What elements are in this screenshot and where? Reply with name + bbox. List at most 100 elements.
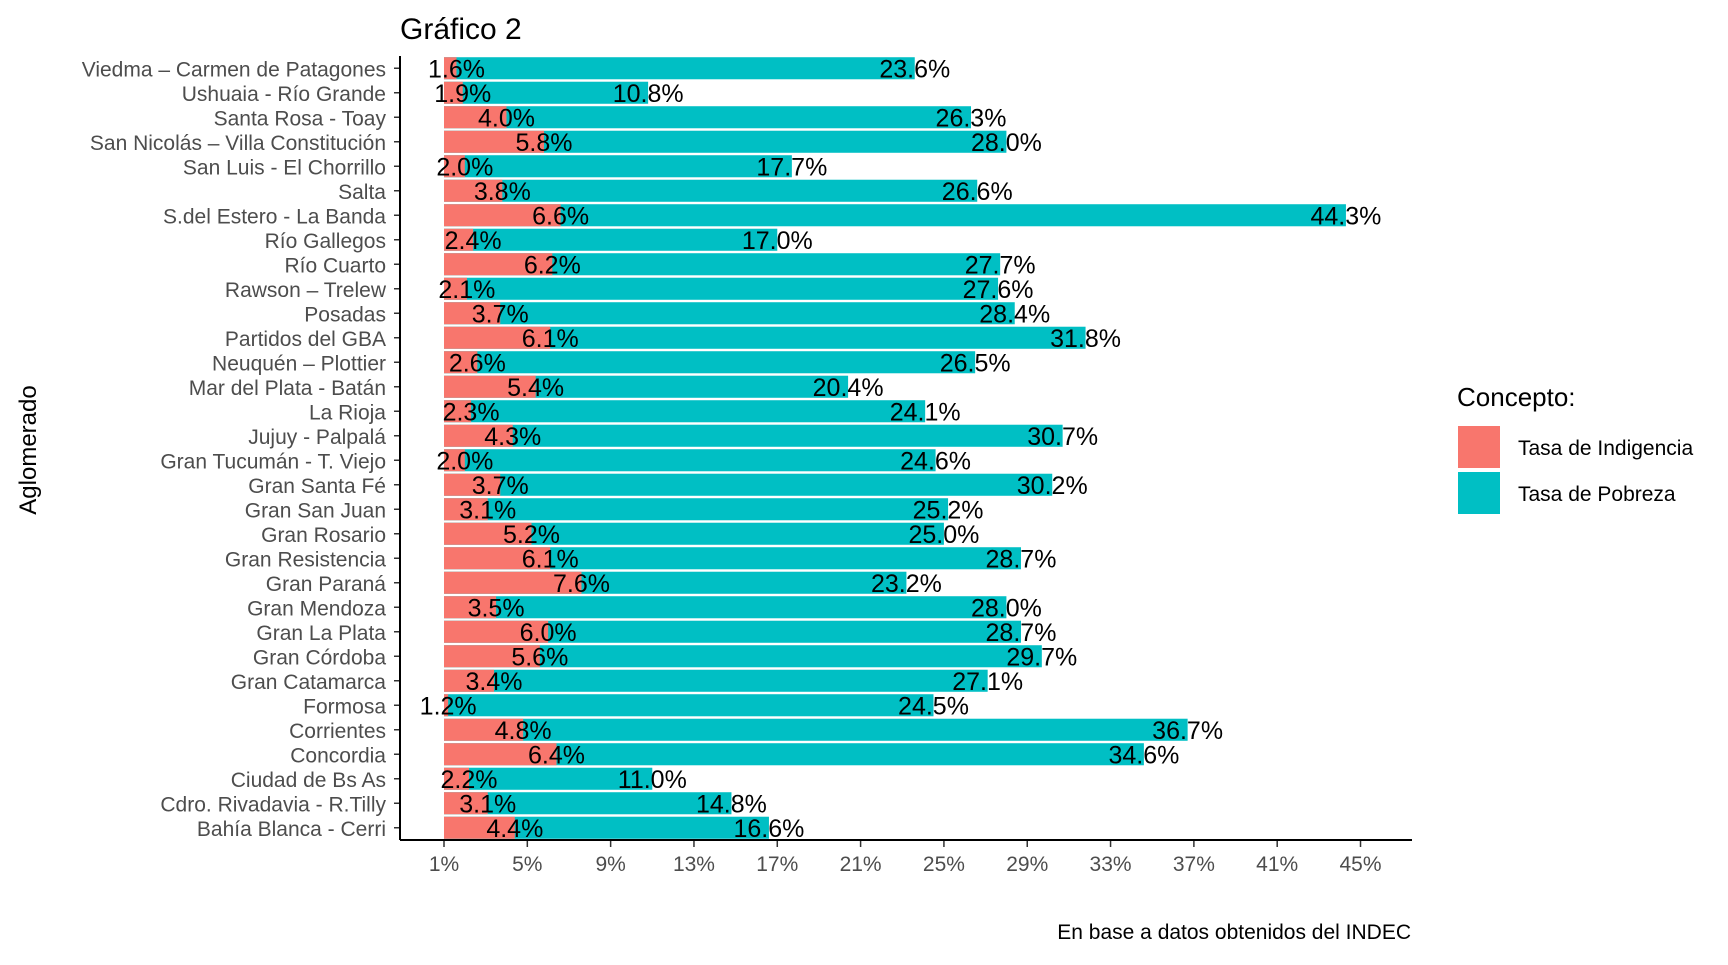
chart-title: Gráfico 2 (400, 13, 522, 46)
y-tick-label: Gran Tucumán - T. Viejo (160, 450, 386, 473)
bar-pobreza (444, 179, 978, 202)
data-label-pobreza: 31.8% (1050, 325, 1121, 353)
axes-group (399, 56, 1412, 841)
legend-title: Concepto: (1457, 382, 1576, 412)
y-tick-label: S.del Estero - La Banda (163, 205, 386, 228)
data-label-indigencia: 6.1% (522, 325, 579, 353)
bar-pobreza (444, 669, 988, 692)
data-label-pobreza: 29.7% (1006, 643, 1077, 671)
bar-indigencia (444, 106, 507, 129)
data-label-pobreza: 27.7% (965, 251, 1036, 279)
data-label-pobreza: 34.6% (1108, 741, 1179, 769)
y-tick-label: Gran Rosario (261, 524, 386, 547)
y-tick-label: Gran La Plata (256, 622, 386, 645)
bar-pobreza (444, 743, 1144, 766)
bar-indigencia (444, 816, 515, 839)
data-label-pobreza: 26.5% (940, 349, 1011, 377)
y-tick-label: San Nicolás – Villa Constitución (90, 132, 386, 155)
data-label-indigencia: 6.6% (532, 202, 589, 230)
data-label-pobreza: 25.2% (913, 496, 984, 524)
x-tick-label: 41% (1256, 853, 1298, 876)
x-tick-label: 1% (429, 853, 459, 876)
data-label-indigencia: 3.1% (459, 496, 516, 524)
data-label-pobreza: 30.7% (1027, 423, 1098, 451)
data-label-indigencia: 6.4% (528, 741, 585, 769)
data-label-indigencia: 2.0% (436, 447, 493, 475)
y-tick-label: Ciudad de Bs As (231, 769, 386, 792)
data-label-indigencia: 2.6% (449, 349, 506, 377)
data-label-indigencia: 2.2% (441, 766, 498, 794)
data-label-indigencia: 4.3% (484, 423, 541, 451)
data-label-indigencia: 1.9% (434, 80, 491, 108)
bar-indigencia (444, 596, 497, 619)
bar-indigencia (444, 351, 478, 374)
data-label-pobreza: 24.5% (898, 692, 969, 720)
x-tick-label: 5% (512, 853, 542, 876)
bar-pobreza (444, 792, 732, 815)
bar-pobreza (444, 767, 653, 790)
bar-indigencia (444, 326, 551, 349)
data-label-pobreza: 44.3% (1310, 202, 1381, 230)
x-tick-label: 17% (756, 853, 798, 876)
y-tick-label: Gran Catamarca (231, 671, 387, 694)
data-label-pobreza: 10.8% (613, 80, 684, 108)
bar-pobreza (444, 547, 1021, 570)
y-tick-label: Ushuaia - Río Grande (182, 83, 386, 106)
y-tick-label: Salta (338, 181, 386, 204)
data-label-pobreza: 23.6% (879, 55, 950, 83)
bar-pobreza (444, 620, 1021, 643)
bar-pobreza (444, 645, 1042, 668)
bar-indigencia (444, 767, 469, 790)
bar-indigencia (444, 179, 503, 202)
data-label-pobreza: 28.0% (971, 129, 1042, 157)
data-label-pobreza: 24.1% (890, 398, 961, 426)
bar-indigencia (444, 743, 557, 766)
data-label-indigencia: 5.4% (507, 374, 564, 402)
bar-pobreza (444, 498, 949, 521)
bar-pobreza (444, 57, 915, 80)
bar-indigencia (444, 400, 472, 423)
bar-indigencia (444, 375, 536, 398)
y-tick-label: Gran Santa Fé (248, 475, 386, 498)
data-label-indigencia: 3.8% (474, 178, 531, 206)
bar-pobreza (444, 449, 936, 472)
x-tick-label: 33% (1090, 853, 1132, 876)
bar-indigencia (444, 204, 561, 227)
bar-indigencia (444, 57, 457, 80)
y-axis-title: Aglomerado (15, 385, 42, 514)
bar-indigencia (444, 547, 551, 570)
legend-swatch (1458, 426, 1500, 468)
data-label-pobreza: 20.4% (813, 374, 884, 402)
bar-pobreza (444, 400, 926, 423)
bar-pobreza (444, 277, 999, 300)
data-label-pobreza: 28.0% (971, 594, 1042, 622)
data-label-indigencia: 3.4% (465, 668, 522, 696)
data-label-pobreza: 28.4% (979, 300, 1050, 328)
bar-pobreza (444, 81, 649, 104)
bar-indigencia (444, 669, 494, 692)
y-tick-label: Mar del Plata - Batán (189, 377, 386, 400)
data-label-indigencia: 4.8% (495, 717, 552, 745)
bar-indigencia (444, 718, 524, 741)
bar-indigencia (444, 498, 488, 521)
y-tick-label: Concordia (290, 744, 386, 767)
data-label-indigencia: 5.6% (511, 643, 568, 671)
legend: Tasa de Indigencia Tasa de Pobreza (1458, 426, 1693, 514)
legend-swatch (1458, 472, 1500, 514)
bar-pobreza (444, 155, 792, 178)
bar-pobreza (444, 130, 1007, 153)
bar-indigencia (444, 620, 549, 643)
bar-indigencia (444, 645, 540, 668)
y-tick-label: Posadas (304, 303, 386, 326)
data-label-indigencia: 5.8% (515, 129, 572, 157)
x-tick-label: 13% (673, 853, 715, 876)
x-tick-label: 37% (1173, 853, 1215, 876)
data-label-pobreza: 24.6% (900, 447, 971, 475)
y-tick-label: Gran Córdoba (253, 646, 386, 669)
data-label-indigencia: 3.1% (459, 790, 516, 818)
bar-pobreza (444, 473, 1053, 496)
data-label-pobreza: 14.8% (696, 790, 767, 818)
data-label-indigencia: 6.1% (522, 545, 579, 573)
